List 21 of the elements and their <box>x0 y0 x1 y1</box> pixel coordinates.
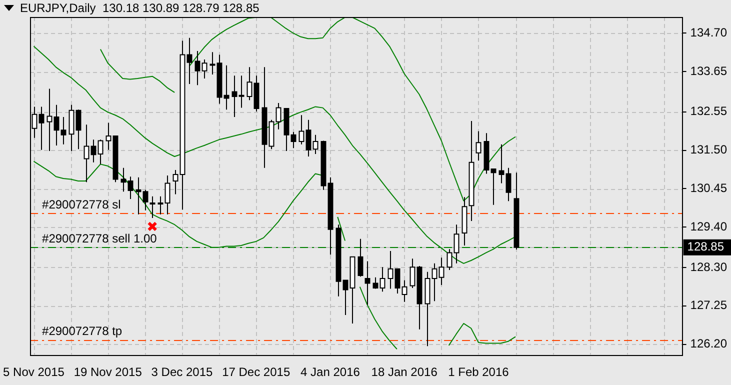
y-tick-label: 130.45 <box>690 181 728 196</box>
ref-line-label: 128.85 <box>687 240 724 254</box>
y-tick-label: 128.30 <box>690 260 728 274</box>
ref-line-label: #290072778 tp <box>42 324 122 338</box>
y-tick-label: 127.25 <box>690 298 728 312</box>
y-tick-label: 133.65 <box>690 64 728 78</box>
y-tick-label: 126.20 <box>690 336 728 351</box>
x-tick-label: 19 Nov 2015 <box>74 365 142 380</box>
chart-title: EURJPY,Daily 130.18 130.89 128.79 128.85 <box>20 1 260 15</box>
x-tick-label: 18 Jan 2016 <box>371 365 438 380</box>
y-tick-label: 129.40 <box>690 219 728 234</box>
x-tick-label: 17 Dec 2015 <box>222 365 290 380</box>
y-tick-label: 131.50 <box>690 142 728 157</box>
x-tick-label: 5 Nov 2015 <box>3 365 65 380</box>
y-tick-label: 134.70 <box>690 25 728 40</box>
ref-line-label: #290072778 sl <box>42 198 121 212</box>
x-tick-label: 1 Feb 2016 <box>448 365 510 380</box>
x-tick-label: 4 Jan 2016 <box>300 365 360 380</box>
x-tick-label: 3 Dec 2015 <box>151 365 213 380</box>
y-tick-label: 132.55 <box>690 104 728 118</box>
ref-line-label: #290072778 sell 1.00 <box>42 232 158 246</box>
